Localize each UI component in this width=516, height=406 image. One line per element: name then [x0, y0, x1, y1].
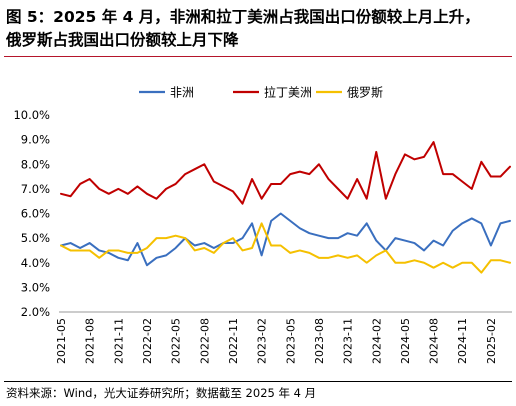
line-chart: 非洲 拉丁美洲 俄罗斯 10.0% 9.0% 8.0% 7.0% 6.0% 5.0% 4.0% 3…	[13, 85, 512, 364]
x-tick-label: 2024-02	[370, 318, 383, 364]
plot-area	[60, 141, 511, 274]
x-tick-label: 2024-11	[456, 318, 469, 364]
figure-title-line1: 图 5：2025 年 4 月，非洲和拉丁美洲占我国出口份额较上月上升，	[6, 8, 480, 26]
x-tick-label: 2025-02	[485, 318, 498, 364]
x-tick-label: 2021-11	[112, 318, 125, 364]
y-tick-label: 6.0%	[21, 207, 50, 221]
x-tick-label: 2022-08	[198, 318, 211, 364]
y-tick-label: 5.0%	[21, 231, 50, 245]
x-tick-label: 2021-08	[84, 318, 97, 364]
x-tick-label: 2024-05	[399, 318, 412, 364]
series-line-latam	[60, 141, 511, 205]
y-axis: 10.0% 9.0% 8.0% 7.0% 6.0% 5.0% 4.0% 3.0% 2.0%	[13, 108, 50, 319]
x-tick-label: 2023-08	[313, 318, 326, 364]
y-tick-label: 3.0%	[21, 280, 50, 294]
y-tick-label: 7.0%	[21, 182, 50, 196]
series-line-africa	[60, 212, 511, 267]
x-tick-label: 2022-02	[141, 318, 154, 364]
y-tick-label: 2.0%	[21, 305, 50, 319]
legend-label-latam: 拉丁美洲	[264, 85, 312, 100]
y-tick-label: 8.0%	[21, 157, 50, 171]
x-tick-label: 2021-05	[55, 318, 68, 364]
figure-title-line2: 俄罗斯占我国出口份额较上月下降	[6, 31, 239, 49]
title-divider	[4, 56, 512, 57]
source-divider	[4, 381, 512, 382]
source-note: 资料来源：Wind，光大证券研究所；数据截至 2025 年 4 月	[6, 386, 317, 400]
x-tick-label: 2024-08	[428, 318, 441, 364]
chart-legend: 非洲 拉丁美洲 俄罗斯	[139, 85, 383, 100]
y-tick-label: 4.0%	[21, 256, 50, 270]
legend-label-russia: 俄罗斯	[347, 86, 383, 100]
series-line-russia	[60, 222, 511, 274]
x-tick-label: 2023-02	[256, 318, 269, 364]
x-tick-label: 2023-11	[342, 318, 355, 364]
y-tick-label: 9.0%	[21, 133, 50, 147]
y-tick-label: 10.0%	[13, 108, 50, 122]
legend-label-africa: 非洲	[170, 86, 194, 100]
x-tick-label: 2022-05	[170, 318, 183, 364]
x-tick-label: 2022-11	[227, 318, 240, 364]
figure-title: 图 5：2025 年 4 月，非洲和拉丁美洲占我国出口份额较上月上升， 俄罗斯占…	[6, 6, 511, 52]
x-axis: 2021-05 2021-08 2021-11 2022-02 2022-05 2022-…	[55, 311, 512, 364]
x-tick-label: 2023-05	[284, 318, 297, 364]
